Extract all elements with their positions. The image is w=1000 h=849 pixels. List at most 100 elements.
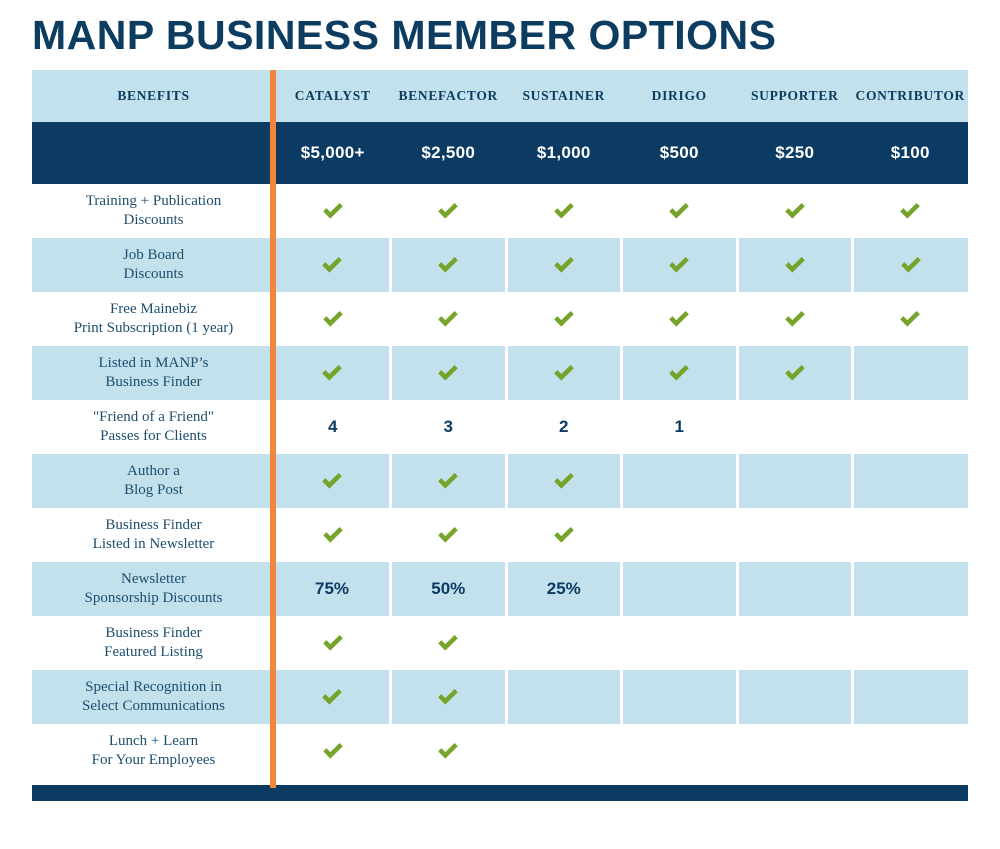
cell-catalyst: 4 [275,400,391,454]
price-dirigo: $500 [621,122,737,184]
checkmark-icon [435,738,461,764]
table-row: Training + Publication Discounts [32,184,968,238]
checkmark-icon [551,198,577,224]
cell-supporter [735,454,854,508]
checkmark-icon [666,198,692,224]
benefit-label-line2: Discounts [123,212,184,228]
checkmark-icon [897,198,923,224]
checkmark-icon [551,252,577,278]
price-catalyst: $5,000+ [275,122,391,184]
checkmark-icon [435,198,461,224]
table-row: Newsletter Sponsorship Discounts 75% 50% 25% [32,562,968,616]
cell-benefactor [390,292,506,346]
table-row: Special Recognition in Select Communicati… [32,670,968,724]
cell-benefactor [389,454,508,508]
cell-dirigo [621,292,737,346]
checkmark-icon [897,306,923,332]
benefit-label: Special Recognition in Select Communicati… [32,670,275,724]
checkmark-icon [898,252,924,278]
benefit-label-line1: Business Finder [105,625,202,641]
cell-sustainer [506,184,622,238]
checkmark-icon [319,468,345,494]
cell-benefactor [389,238,508,292]
cell-contributor [851,562,968,616]
column-header-tier-supporter: SUPPORTER [737,70,853,122]
checkmark-icon [435,522,461,548]
table-row: Listed in MANP’s Business Finder [32,346,968,400]
benefit-label-line2: For Your Employees [91,752,216,768]
benefit-label-line2: Business Finder [105,374,202,390]
cell-benefactor [390,508,506,562]
cell-supporter [737,184,853,238]
column-header-tier-catalyst: CATALYST [275,70,391,122]
cell-benefactor [389,346,508,400]
count-value: 2 [559,417,569,436]
cell-contributor [851,238,968,292]
benefit-label: Author a Blog Post [32,454,275,508]
benefit-label-line2: Blog Post [124,482,183,498]
cell-sustainer: 25% [504,562,623,616]
cell-benefactor [389,670,508,724]
cell-dirigo: 1 [621,400,737,454]
cell-catalyst [275,184,391,238]
benefit-label-line1: Training + Publication [85,193,222,209]
benefit-label-line1: Lunch + Learn [108,733,199,749]
cell-catalyst [275,616,391,670]
cell-catalyst: 75% [275,562,392,616]
cell-contributor [851,670,968,724]
cell-supporter [735,238,854,292]
page-title: MANP BUSINESS MEMBER OPTIONS [32,12,777,58]
checkmark-icon [782,198,808,224]
cell-sustainer [506,508,622,562]
benefit-label-line2: Featured Listing [104,644,203,660]
benefit-label-line2: Passes for Clients [100,428,207,444]
orange-vertical-divider [270,70,276,788]
cell-dirigo [620,670,739,724]
benefit-label: Free Mainebiz Print Subscription (1 year) [32,292,275,346]
benefit-label: Business Finder Featured Listing [32,616,275,670]
cell-contributor [852,616,968,670]
cell-catalyst [275,724,391,778]
cell-contributor [852,508,968,562]
checkmark-icon [320,522,346,548]
cell-catalyst [275,508,391,562]
benefits-matrix-container: BENEFITS CATALYST BENEFACTOR SUSTAINER DIRIG… [32,70,968,778]
column-header-tier-sustainer: SUSTAINER [506,70,622,122]
cell-dirigo [620,454,739,508]
benefit-label: Listed in MANP’s Business Finder [32,346,275,400]
benefit-label: "Friend of a Friend" Passes for Clients [32,400,275,454]
percent-value: 25% [546,579,581,598]
checkmark-icon [782,252,808,278]
cell-sustainer [504,346,623,400]
cell-dirigo [620,346,739,400]
cell-supporter [737,508,853,562]
checkmark-icon [782,306,808,332]
checkmark-icon [551,360,577,386]
checkmark-icon [320,306,346,332]
matrix-header-row: BENEFITS CATALYST BENEFACTOR SUSTAINER DIRIG… [32,70,968,122]
cell-supporter [737,616,853,670]
price-supporter: $250 [737,122,853,184]
checkmark-icon [782,360,808,386]
cell-benefactor: 50% [389,562,508,616]
cell-dirigo [620,238,739,292]
checkmark-icon [435,252,461,278]
cell-sustainer [506,292,622,346]
cell-dirigo [621,508,737,562]
price-benefactor: $2,500 [390,122,506,184]
benefit-label: Training + Publication Discounts [32,184,275,238]
checkmark-icon [551,468,577,494]
checkmark-icon [551,522,577,548]
benefit-label-line1: Job Board [122,247,185,263]
cell-sustainer [506,724,622,778]
checkmark-icon [666,360,692,386]
bottom-navy-bar [32,785,968,801]
benefit-label-line2: Print Subscription (1 year) [73,320,234,336]
checkmark-icon [320,198,346,224]
cell-dirigo [621,616,737,670]
cell-contributor [852,724,968,778]
price-contributor: $100 [852,122,968,184]
table-row: Lunch + Learn For Your Employees [32,724,968,778]
cell-benefactor [390,724,506,778]
